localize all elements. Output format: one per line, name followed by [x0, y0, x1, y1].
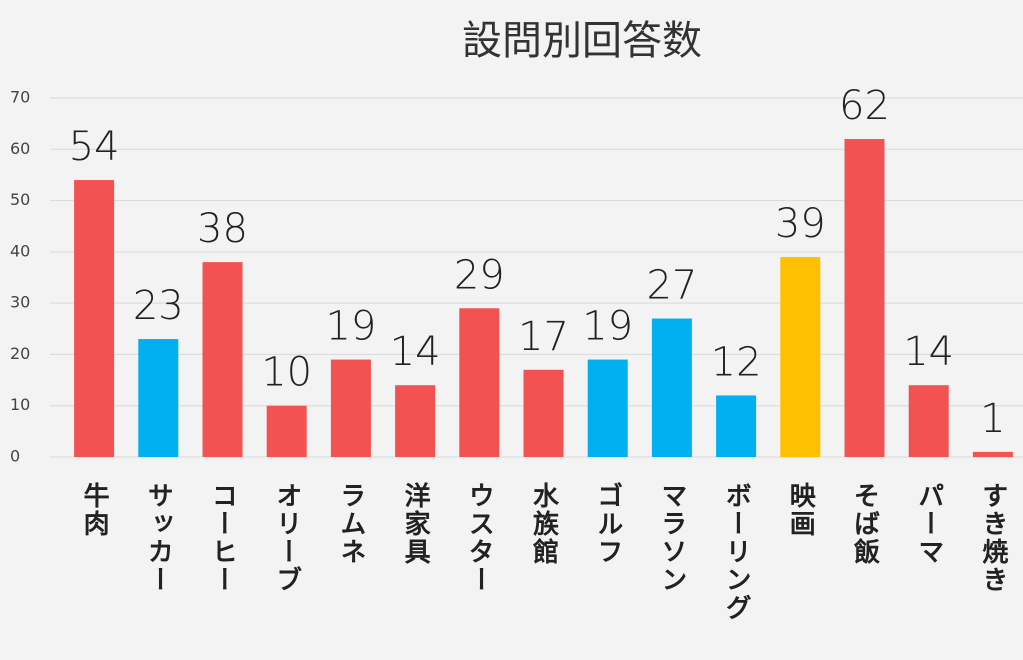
bar [780, 256, 821, 457]
x-tick-label: ラムネ [336, 482, 366, 566]
bar [395, 385, 436, 457]
x-tick-label: コーヒー [208, 482, 238, 594]
y-tick-label: 30 [10, 293, 30, 312]
data-label: 38 [197, 206, 248, 252]
x-tick-label: ゴルフ [593, 481, 623, 566]
data-label: 19 [582, 304, 633, 350]
x-tick-label: 水族館 [529, 482, 559, 566]
y-tick-label: 0 [10, 447, 20, 466]
data-label: 62 [839, 83, 890, 129]
data-label: 14 [390, 329, 441, 375]
bar [587, 359, 628, 457]
y-tick-label: 20 [10, 344, 30, 363]
bar [459, 308, 500, 457]
bar [651, 318, 692, 457]
bar [330, 359, 371, 457]
x-tick-label: すき焼き [978, 482, 1008, 594]
bar [716, 395, 757, 457]
y-tick-label: 70 [10, 88, 30, 107]
bar [844, 139, 885, 457]
chart-title: 設問別回答数 [462, 18, 702, 64]
x-tick-label: 映画 [785, 482, 815, 538]
y-tick-label: 40 [10, 241, 30, 260]
data-label: 23 [133, 283, 184, 329]
y-tick-label: 50 [10, 190, 30, 209]
data-label: 19 [325, 304, 376, 350]
x-tick-label: オリーブ [272, 482, 302, 594]
bar [138, 339, 179, 457]
data-label: 54 [69, 124, 120, 170]
x-tick-label: 洋家具 [400, 481, 430, 566]
x-tick-label: サッカー [143, 482, 173, 594]
bar [523, 369, 564, 457]
data-label: 17 [518, 314, 569, 360]
data-label: 27 [646, 263, 697, 309]
x-tick-label: パーマ [914, 482, 944, 566]
bar [202, 262, 243, 457]
y-tick-label: 10 [10, 395, 30, 414]
y-tick-label: 60 [10, 139, 30, 158]
data-label: 10 [261, 350, 312, 396]
x-tick-label: そば飯 [850, 482, 880, 566]
x-tick-label: 牛肉 [79, 482, 109, 538]
x-tick-label: ウスター [464, 482, 494, 594]
data-label: 29 [454, 252, 505, 298]
data-label: 14 [903, 329, 954, 375]
x-tick-label: ボーリング [721, 482, 751, 622]
x-tick-label: マラソン [657, 482, 687, 594]
data-label: 39 [775, 201, 826, 247]
bar [266, 405, 307, 457]
data-label: 12 [711, 339, 762, 385]
bar [74, 180, 115, 458]
data-label: 1 [980, 396, 1005, 442]
bar [908, 385, 949, 457]
bar [972, 451, 1013, 457]
